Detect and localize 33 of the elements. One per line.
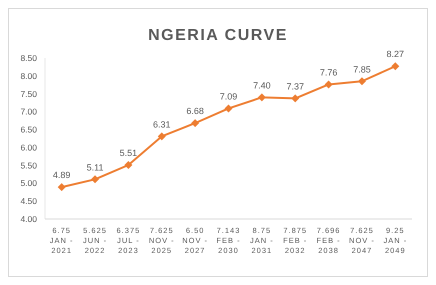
point [358,77,366,86]
y-tick-label: 4.50 [20,196,38,206]
point [291,94,300,102]
data-label: 6.31 [153,119,171,130]
y-tick-label: 7.50 [20,88,38,99]
y-tick-label: 8.00 [20,70,38,81]
data-label: 5.51 [120,148,138,158]
point [158,132,166,140]
point [191,119,200,128]
point [258,93,266,102]
data-label: 7.76 [320,67,338,78]
y-tick-label: 6.50 [20,124,38,135]
point [324,80,333,88]
data-label: 7.40 [253,80,271,90]
data-label: 4.89 [52,170,70,180]
point [224,104,232,112]
data-label: 6.68 [186,106,204,116]
y-tick-label: 8.50 [20,52,38,63]
data-label: 5.11 [86,162,104,172]
point [124,160,132,169]
data-label: 7.85 [353,64,371,74]
data-label: 7.09 [220,91,238,102]
point [391,62,400,70]
chart-title: NGERIA CURVE [148,27,288,44]
y-tick-label: 5.50 [20,160,38,170]
y-tick-label: 6.00 [20,142,38,152]
point [58,183,66,192]
data-label: 7.37 [286,81,304,92]
data-label: 8.27 [386,49,404,60]
y-tick-label: 4.00 [20,214,38,224]
y-tick-label: 5.00 [20,178,38,188]
point [91,175,100,184]
y-tick-label: 7.00 [20,106,38,117]
